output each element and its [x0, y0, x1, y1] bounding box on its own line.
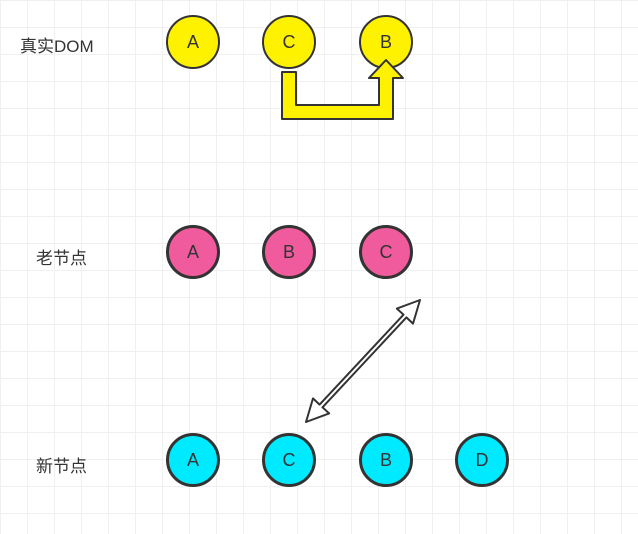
node-real_dom-C: C [262, 15, 316, 69]
node-real_dom-B: B [359, 15, 413, 69]
label-old-nodes: 老节点 [36, 244, 87, 269]
label-real-dom: 真实DOM [20, 32, 94, 57]
node-new_nodes-B: B [359, 433, 413, 487]
grid-background [0, 0, 638, 534]
node-old_nodes-B: B [262, 225, 316, 279]
node-real_dom-A: A [166, 15, 220, 69]
label-new-nodes: 新节点 [36, 452, 87, 477]
node-new_nodes-D: D [455, 433, 509, 487]
node-old_nodes-A: A [166, 225, 220, 279]
node-old_nodes-C: C [359, 225, 413, 279]
node-new_nodes-C: C [262, 433, 316, 487]
node-new_nodes-A: A [166, 433, 220, 487]
